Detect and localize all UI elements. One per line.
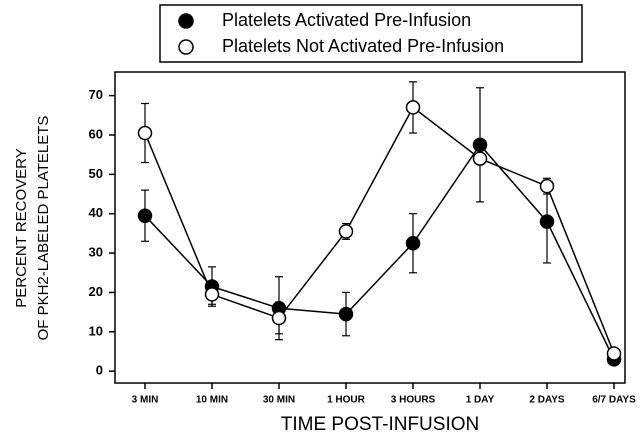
data-point: [472, 137, 488, 153]
series-line: [144, 106, 615, 354]
x-tick-label: 10 MIN: [196, 395, 228, 406]
data-point: [137, 125, 153, 141]
data-point: [204, 287, 220, 302]
data-point: [271, 310, 287, 326]
data-point: [539, 178, 555, 194]
legend-label: Platelets Not Activated Pre-Infusion: [222, 36, 504, 56]
y-axis-title: PERCENT RECOVERY: [13, 148, 30, 308]
data-point: [539, 214, 555, 229]
data-point: [606, 346, 622, 361]
y-tick-label: 40: [89, 205, 103, 220]
y-tick-label: 50: [89, 166, 103, 181]
legend-label: Platelets Activated Pre-Infusion: [222, 10, 471, 30]
x-tick-label: 30 MIN: [263, 395, 295, 406]
y-tick-label: 20: [89, 284, 103, 299]
x-tick-label: 3 HOURS: [391, 395, 436, 406]
y-tick-label: 60: [89, 126, 103, 141]
data-point: [137, 208, 153, 223]
legend-marker: [178, 13, 194, 29]
x-axis-title: TIME POST-INFUSION: [281, 414, 479, 435]
x-tick-label: 2 DAYS: [529, 395, 565, 406]
y-axis-title: OF PKH2-LABELED PLATELETS: [35, 116, 52, 341]
legend-box: [159, 4, 583, 63]
x-tick-label: 6/7 DAYS: [592, 395, 636, 406]
data-point: [338, 306, 354, 322]
data-point: [405, 235, 421, 251]
x-tick-label: 1 HOUR: [327, 395, 366, 406]
x-tick-label: 3 MIN: [132, 395, 159, 406]
data-point: [472, 151, 488, 166]
y-tick-label: 0: [96, 363, 103, 378]
x-tick-label: 1 DAY: [466, 395, 495, 406]
plot-frame: [114, 71, 626, 384]
data-point: [338, 224, 354, 239]
y-tick-label: 30: [89, 245, 103, 260]
data-point: [405, 100, 421, 115]
legend-marker: [178, 39, 194, 55]
y-tick-label: 10: [89, 323, 103, 338]
series-line: [144, 143, 615, 360]
y-tick-label: 70: [89, 87, 103, 102]
